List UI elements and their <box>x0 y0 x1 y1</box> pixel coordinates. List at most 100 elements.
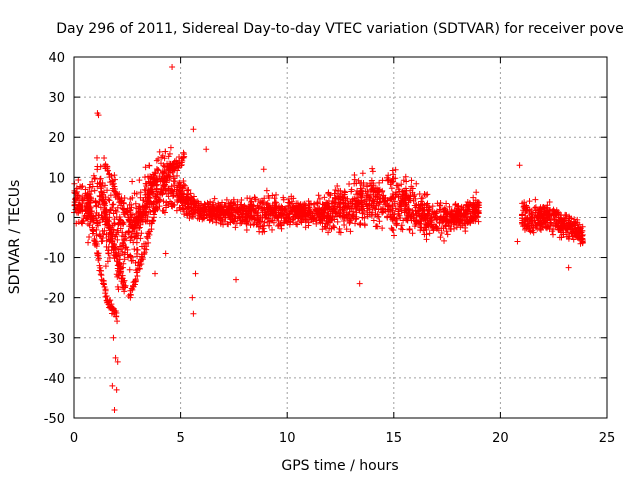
data-point <box>121 277 128 284</box>
data-point <box>274 222 281 229</box>
data-point <box>541 215 548 222</box>
data-point <box>111 172 118 179</box>
data-point <box>103 237 110 244</box>
data-point <box>113 208 120 215</box>
data-point <box>547 216 554 223</box>
data-point <box>434 200 441 207</box>
data-point <box>357 220 364 227</box>
data-point <box>170 190 177 197</box>
data-point <box>332 186 339 193</box>
data-point <box>120 199 127 206</box>
data-point <box>550 231 557 238</box>
data-point <box>360 203 367 210</box>
data-point <box>424 215 431 222</box>
data-point <box>95 255 102 262</box>
data-point <box>334 218 341 225</box>
data-point <box>157 197 164 204</box>
data-point <box>245 211 252 218</box>
data-point <box>153 166 160 173</box>
chart-title: Day 296 of 2011, Sidereal Day-to-day VTE… <box>56 21 624 37</box>
data-point <box>389 178 396 185</box>
data-point <box>353 215 360 222</box>
data-point <box>112 245 119 252</box>
data-point <box>110 226 117 233</box>
data-point <box>84 200 91 207</box>
data-point <box>443 200 450 207</box>
data-point <box>160 198 167 205</box>
data-point <box>168 200 175 207</box>
data-point <box>203 146 210 153</box>
data-point <box>144 217 151 224</box>
data-point <box>127 206 134 213</box>
data-point <box>206 210 213 217</box>
data-point <box>114 318 121 325</box>
data-point <box>126 217 133 224</box>
data-point <box>243 208 250 215</box>
data-point <box>565 217 572 224</box>
data-point <box>274 213 281 220</box>
data-point <box>336 225 343 232</box>
data-point <box>379 187 386 194</box>
data-point <box>163 179 170 186</box>
data-point <box>410 215 417 222</box>
data-point <box>384 203 391 210</box>
data-point <box>161 163 168 170</box>
data-point <box>425 206 432 213</box>
data-point <box>336 193 343 200</box>
data-point <box>105 250 112 257</box>
data-point <box>384 213 391 220</box>
data-point <box>101 227 108 234</box>
data-point <box>341 200 348 207</box>
data-point <box>134 273 141 280</box>
data-point <box>103 218 110 225</box>
data-point <box>406 226 413 233</box>
x-tick-label: 15 <box>386 431 403 446</box>
data-point <box>237 201 244 208</box>
data-point <box>162 148 169 155</box>
data-points <box>71 64 586 413</box>
data-point <box>437 234 444 241</box>
data-point <box>434 225 441 232</box>
y-tick-label: -10 <box>44 252 65 267</box>
data-point <box>111 240 118 247</box>
data-point <box>403 192 410 199</box>
data-point <box>403 202 410 209</box>
data-point <box>549 208 556 215</box>
data-point <box>136 203 143 210</box>
data-point <box>430 227 437 234</box>
x-tick-label: 25 <box>599 431 616 446</box>
data-point <box>143 183 150 190</box>
data-point <box>572 230 579 237</box>
data-point <box>181 151 188 158</box>
data-point <box>116 219 123 226</box>
data-point <box>325 229 332 236</box>
data-point <box>107 192 114 199</box>
data-point <box>108 237 115 244</box>
data-point <box>190 126 197 133</box>
data-point <box>329 198 336 205</box>
data-point <box>474 198 481 205</box>
data-point <box>181 195 188 202</box>
data-point <box>99 235 106 242</box>
data-point <box>302 218 309 225</box>
data-point <box>525 220 532 227</box>
data-point <box>180 149 187 156</box>
data-point <box>256 223 263 230</box>
data-point <box>152 170 159 177</box>
data-point <box>332 203 339 210</box>
data-point <box>168 183 175 190</box>
x-axis-title: GPS time / hours <box>281 458 398 474</box>
data-point <box>232 209 239 216</box>
data-point <box>356 221 363 228</box>
data-point <box>119 229 126 236</box>
data-point <box>387 181 394 188</box>
data-point <box>339 213 346 220</box>
data-point <box>114 273 121 280</box>
data-point <box>314 210 321 217</box>
data-point <box>104 167 111 174</box>
data-point <box>421 224 428 231</box>
data-point <box>328 217 335 224</box>
data-point <box>271 195 278 202</box>
data-point <box>362 188 369 195</box>
data-point <box>380 208 387 215</box>
